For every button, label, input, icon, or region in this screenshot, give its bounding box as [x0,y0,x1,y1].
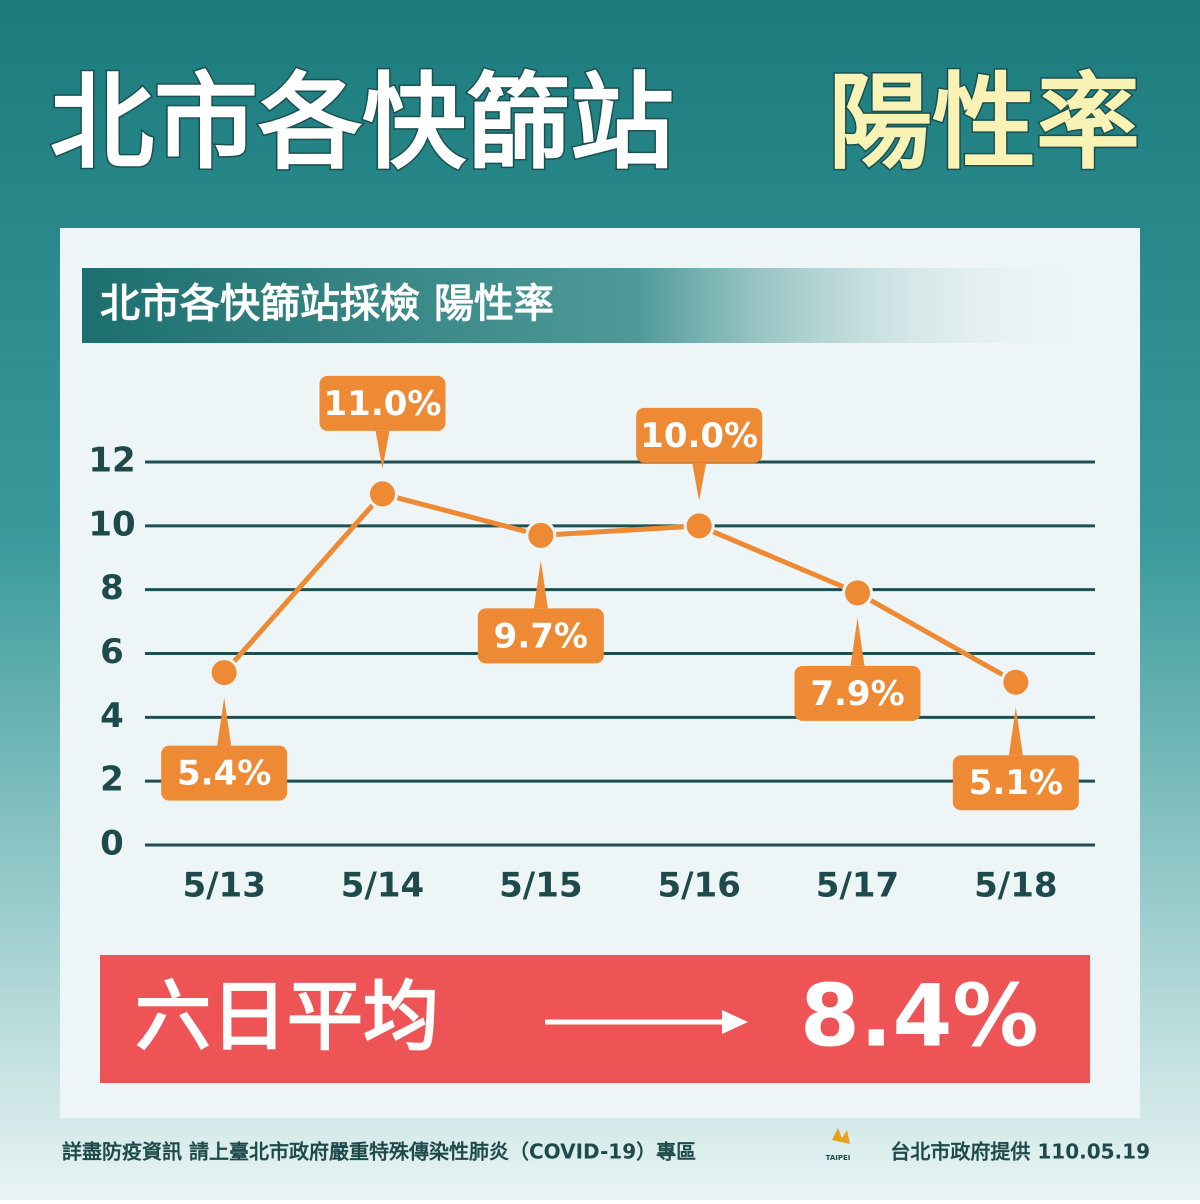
value-label: 11.0% [324,384,442,424]
value-label: 5.1% [969,763,1063,803]
label-box [161,745,288,801]
value-label: 5.4% [177,754,271,794]
series-line [222,491,1018,685]
value-label: 9.7% [494,616,588,656]
average-box [100,955,1090,1083]
arrow-head [722,1010,748,1034]
value-label: 10.0% [640,416,758,456]
x-tick-label: 5/15 [499,866,582,906]
x-tick-label: 5/17 [816,866,899,906]
logo-icon [832,1128,850,1144]
subtitle: 北市各快篩站採檢 陽性率 [100,281,554,327]
label-pointer [1008,707,1023,756]
title: 北市各快篩站 [50,61,674,183]
x-tick-label: 5/13 [182,866,265,906]
data-point [367,478,398,510]
data-point [683,510,715,542]
data-point [842,577,873,609]
label-pointer [533,560,548,609]
label-box [477,608,604,664]
average-label: 六日平均 [135,972,439,1061]
y-tick-label: 10 [88,504,135,544]
label-pointer [850,617,865,666]
data-point [525,519,557,551]
footer-logo: TAIPEI [826,1154,851,1162]
y-tick-label: 2 [100,760,124,800]
x-tick-label: 5/14 [341,866,424,906]
y-tick-label: 4 [100,696,124,736]
label-box [794,665,921,721]
average-value: 8.4% [800,966,1039,1066]
footer-credit: 台北市政府提供 110.05.19 [890,1140,1150,1164]
title-highlight: 陽性率 [828,61,1140,183]
y-tick-label: 0 [100,824,124,864]
y-tick-label: 8 [100,568,124,608]
y-tick-label: 6 [100,632,124,672]
label-box [319,375,446,431]
data-point [208,657,240,689]
label-pointer [375,430,390,469]
label-pointer [217,697,232,746]
x-tick-label: 5/18 [974,866,1057,906]
value-label: 7.9% [810,674,904,714]
data-point [1000,666,1032,698]
footer-note: 詳盡防疫資訊 請上臺北市政府嚴重特殊傳染性肺炎（COVID-19）專區 [62,1140,696,1164]
x-tick-label: 5/16 [657,866,740,906]
label-box [952,755,1079,811]
label-pointer [692,462,707,501]
label-box [636,407,763,463]
y-tick-label: 12 [88,441,135,481]
subtitle-band [82,268,1095,343]
